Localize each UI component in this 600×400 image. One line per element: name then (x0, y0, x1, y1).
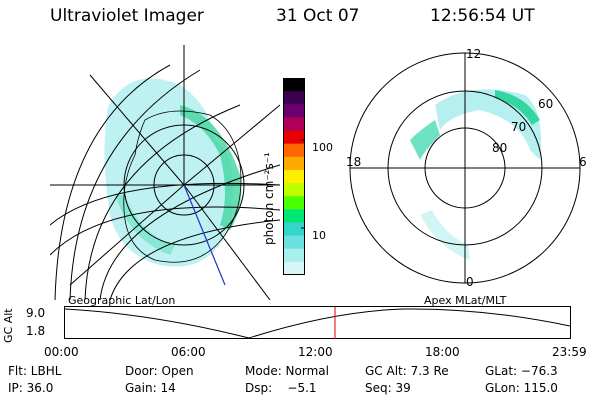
colorbar-band (283, 169, 305, 184)
colorbar-frame (283, 78, 305, 275)
apex-caption: Apex MLat/MLT (424, 294, 507, 307)
colorbar-tick-100: 100 (312, 141, 333, 154)
colorbar (283, 78, 305, 275)
colorbar-band (283, 261, 305, 275)
status-flt: Flt: LBHL (8, 364, 62, 378)
colorbar-tick-10: 10 (312, 229, 326, 242)
colorbar-band (283, 143, 305, 158)
magnetic-polar-map (349, 52, 581, 284)
lat-label-60: 60 (538, 97, 554, 111)
time-label: 12:56:54 UT (430, 6, 535, 26)
colorbar-band (283, 78, 305, 92)
status-gain: Gain: 14 (125, 381, 176, 395)
status-glat: GLat: −76.3 (485, 364, 558, 378)
date-label: 31 Oct 07 (276, 6, 360, 26)
colorbar-band (283, 130, 305, 145)
colorbar-band (283, 196, 305, 210)
colorbar-band (283, 248, 305, 263)
colorbar-band (283, 235, 305, 250)
x-tick-0000: 00:00 (44, 345, 79, 359)
colorbar-band (283, 91, 305, 105)
instrument-title: Ultraviolet Imager (50, 6, 204, 26)
status-seq: Seq: 39 (365, 381, 411, 395)
colorbar-unit-label: photon cm⁻²s⁻¹ (262, 152, 276, 245)
colorbar-band (283, 222, 305, 237)
lat-label-80: 80 (492, 141, 508, 155)
mlt-label-0: 0 (466, 275, 474, 289)
lat-label-70: 70 (511, 120, 527, 134)
colorbar-band (283, 209, 305, 223)
x-tick-1800: 18:00 (425, 345, 460, 359)
x-tick-1200: 12:00 (298, 345, 333, 359)
mlt-label-18: 18 (346, 155, 362, 169)
status-dsp: Dsp: −5.1 (245, 381, 317, 395)
geographic-caption: Geographic Lat/Lon (68, 294, 176, 307)
altitude-tick-high: 9.0 (26, 306, 46, 320)
colorbar-band (283, 104, 305, 118)
mlt-label-6: 6 (579, 155, 587, 169)
status-glon: GLon: 115.0 (485, 381, 558, 395)
status-door: Door: Open (125, 364, 194, 378)
altitude-plot (64, 306, 571, 339)
status-ip: IP: 36.0 (8, 381, 54, 395)
altitude-tick-low: 1.8 (26, 324, 46, 338)
geographic-map (50, 45, 280, 300)
x-tick-2359: 23:59 (552, 345, 587, 359)
altitude-y-label: GC Alt (2, 308, 15, 343)
colorbar-band (283, 183, 305, 197)
colorbar-band (283, 117, 305, 132)
status-gcalt: GC Alt: 7.3 Re (365, 364, 449, 378)
status-mode: Mode: Normal (245, 364, 329, 378)
x-tick-0600: 06:00 (171, 345, 206, 359)
mlt-label-12: 12 (466, 47, 482, 61)
colorbar-band (283, 156, 305, 171)
